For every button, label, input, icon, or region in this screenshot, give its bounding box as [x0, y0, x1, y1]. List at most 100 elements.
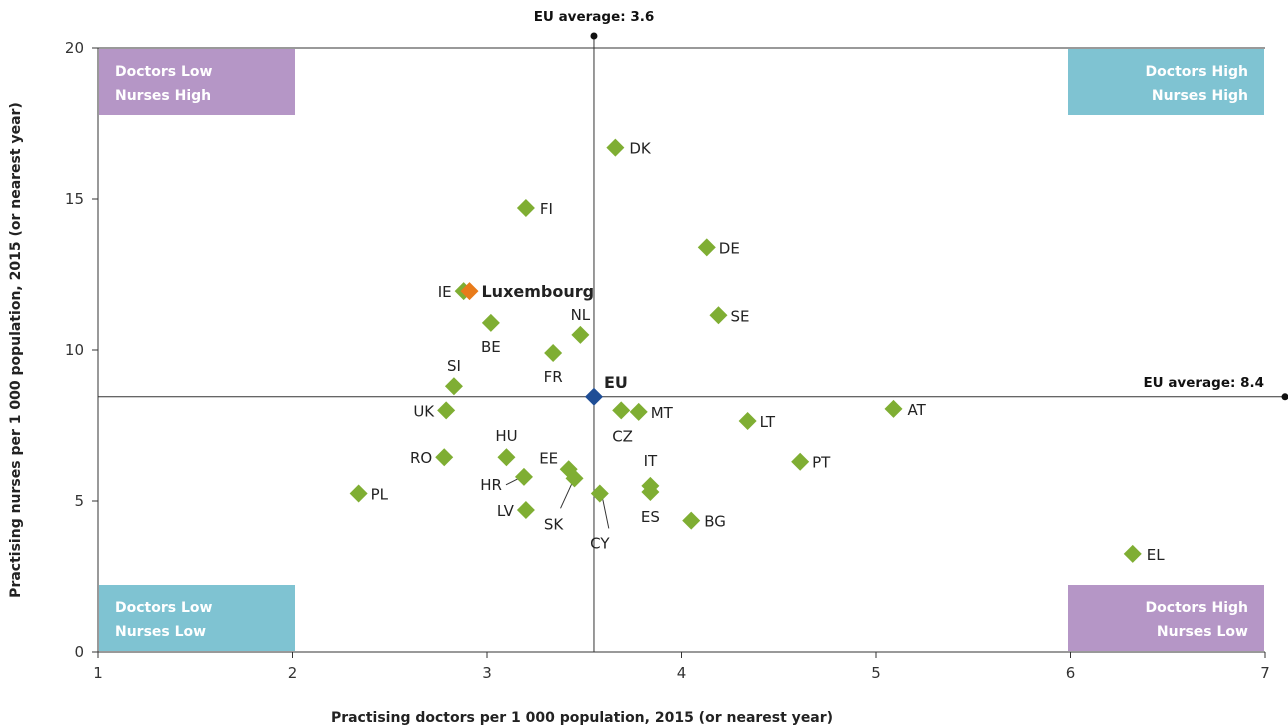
point-uk	[437, 401, 456, 420]
point-label-fr: FR	[544, 368, 563, 386]
point-label-el: EL	[1147, 546, 1165, 564]
quadrant-top-left: Doctors Low Nurses High	[99, 49, 295, 115]
leader-line-sk	[560, 484, 572, 509]
point-eu	[584, 387, 603, 406]
point-cy	[590, 484, 609, 503]
quadrant-box	[1068, 49, 1264, 115]
quadrant-label-line2: Nurses Low	[1157, 624, 1248, 640]
eu-average-lines: EU average: 3.6 EU average: 8.4	[98, 9, 1288, 652]
x-axis-title: Practising doctors per 1 000 population,…	[331, 710, 833, 726]
point-sk	[565, 469, 584, 488]
point-dk	[606, 138, 625, 157]
point-label-bg: BG	[704, 513, 726, 531]
point-label-fi: FI	[540, 200, 553, 218]
y-tick-label: 10	[65, 341, 84, 359]
point-lt	[738, 411, 757, 430]
point-lv	[516, 501, 535, 520]
x-average-dot	[590, 32, 598, 40]
quadrant-top-right: Doctors High Nurses High	[1068, 49, 1264, 115]
quadrant-box	[99, 49, 295, 115]
point-label-cz: CZ	[612, 427, 633, 445]
x-tick-label: 5	[871, 664, 881, 682]
point-label-luxembourg: Luxembourg	[481, 282, 594, 301]
x-tick-label: 2	[288, 664, 298, 682]
quadrant-box	[1068, 585, 1264, 651]
point-label-at: AT	[908, 401, 927, 419]
point-label-si: SI	[447, 357, 461, 375]
leader-lines	[505, 478, 610, 529]
point-luxembourg	[460, 282, 479, 301]
data-points	[349, 138, 1142, 563]
point-label-cy: CY	[590, 534, 610, 552]
point-el	[1123, 544, 1142, 563]
point-fr	[544, 344, 563, 363]
y-tick-label: 15	[65, 190, 84, 208]
quadrant-bottom-right: Doctors High Nurses Low	[1068, 585, 1264, 651]
point-label-pt: PT	[812, 454, 831, 472]
point-cz	[612, 401, 631, 420]
point-label-ro: RO	[410, 449, 432, 467]
point-label-lt: LT	[760, 413, 776, 431]
point-hu	[497, 448, 516, 467]
x-tick-label: 3	[482, 664, 492, 682]
point-label-lv: LV	[497, 502, 515, 520]
x-tick-label: 7	[1260, 664, 1270, 682]
quadrant-label-line1: Doctors High	[1146, 600, 1248, 616]
y-average-dot	[1281, 393, 1288, 401]
point-nl	[571, 325, 590, 344]
quadrant-bottom-left: Doctors Low Nurses Low	[99, 585, 295, 651]
x-tick-label: 6	[1066, 664, 1076, 682]
point-label-ee: EE	[539, 449, 558, 467]
point-mt	[629, 402, 648, 421]
x-average-label: EU average: 3.6	[534, 9, 655, 25]
point-label-pl: PL	[371, 485, 389, 503]
y-average-label: EU average: 8.4	[1143, 375, 1264, 391]
point-label-nl: NL	[571, 306, 591, 324]
point-ro	[435, 448, 454, 467]
point-label-hr: HR	[480, 476, 502, 494]
axes	[97, 47, 1265, 653]
y-tick-label: 20	[65, 39, 84, 57]
quadrant-label-line1: Doctors High	[1146, 64, 1248, 80]
quadrant-box	[99, 585, 295, 651]
point-label-be: BE	[481, 338, 501, 356]
point-es	[641, 482, 660, 501]
point-de	[697, 238, 716, 257]
x-tick-labels: 1 2 3 4 5 6 7	[93, 652, 1270, 682]
point-label-es: ES	[641, 508, 660, 526]
quadrant-boxes: Doctors Low Nurses High Doctors High Nurses…	[99, 49, 1264, 651]
point-label-hu: HU	[495, 427, 517, 445]
y-tick-labels: 0 5 10 15 20	[65, 39, 98, 661]
quadrant-label-line2: Nurses Low	[115, 624, 206, 640]
point-pl	[349, 484, 368, 503]
point-label-mt: MT	[651, 404, 674, 422]
point-label-sk: SK	[544, 515, 565, 533]
quadrant-label-line1: Doctors Low	[115, 64, 212, 80]
point-pt	[791, 452, 810, 471]
leader-line-cy	[602, 499, 610, 529]
quadrant-label-line2: Nurses High	[115, 88, 211, 104]
point-labels: DK FI DE IE Luxembourg SE BE NL FR SI EU AT UK CZ MT LT…	[371, 140, 1166, 564]
point-label-dk: DK	[629, 140, 652, 158]
y-axis-title: Practising nurses per 1 000 population, …	[8, 102, 24, 598]
point-label-it: IT	[644, 452, 658, 470]
point-label-de: DE	[719, 239, 740, 257]
y-tick-label: 0	[74, 643, 84, 661]
point-hr	[514, 467, 533, 486]
quadrant-label-line1: Doctors Low	[115, 600, 212, 616]
point-label-eu: EU	[604, 373, 628, 392]
quadrant-label-line2: Nurses High	[1152, 88, 1248, 104]
y-tick-label: 5	[74, 492, 84, 510]
point-label-uk: UK	[413, 402, 435, 420]
point-at	[884, 399, 903, 418]
x-tick-label: 1	[93, 664, 103, 682]
point-bg	[682, 511, 701, 530]
point-fi	[516, 199, 535, 218]
leader-line-hr	[505, 478, 519, 486]
point-se	[709, 306, 728, 325]
point-si	[444, 377, 463, 396]
point-be	[481, 313, 500, 332]
point-label-ie: IE	[438, 283, 452, 301]
point-label-se: SE	[730, 307, 749, 325]
